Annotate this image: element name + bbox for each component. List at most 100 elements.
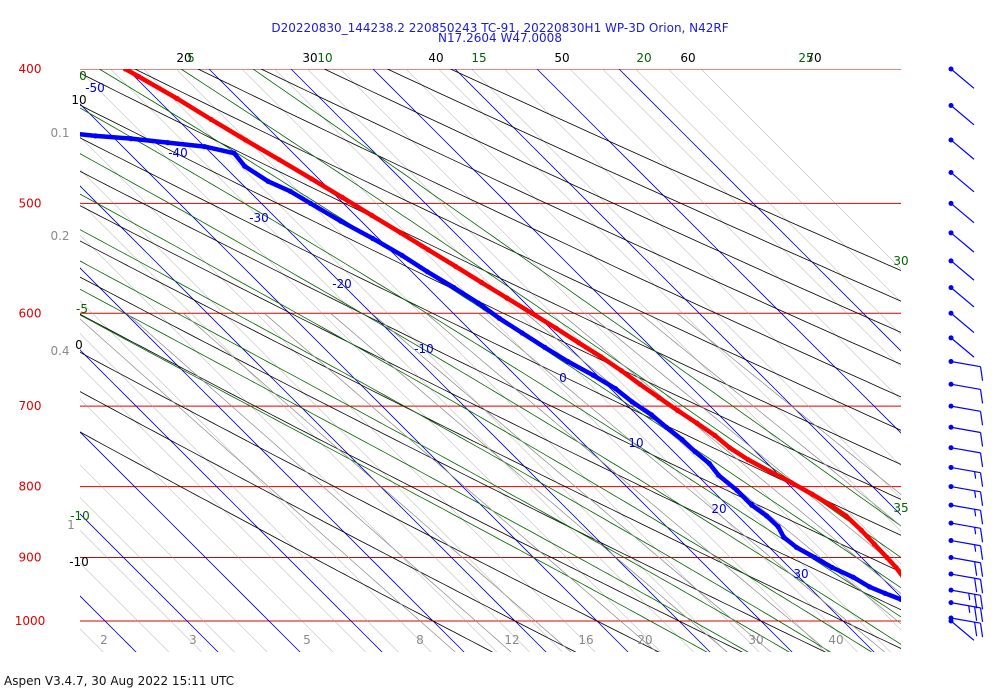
isotherm-label: -20 [332, 277, 352, 291]
mixing-ratio-line [80, 318, 456, 652]
temperature-trace-point [637, 381, 643, 387]
temperature-trace-point [425, 247, 431, 253]
isotherm-minor-line [80, 300, 432, 652]
temperature-trace-point [598, 354, 604, 360]
dry-adiabat-label: 0 [75, 338, 83, 352]
dry-adiabat-line [80, 240, 901, 649]
dewpoint-trace-point [882, 590, 888, 596]
wind-barb [948, 258, 975, 281]
wind-barb [948, 66, 975, 89]
dry-adiabat-line [80, 72, 901, 465]
dry-adiabat-line [386, 69, 901, 302]
temperature-trace-point [789, 480, 795, 486]
dewpoint-trace-point [565, 358, 571, 365]
wind-barb [948, 285, 975, 308]
dewpoint-trace-point [590, 372, 596, 378]
mixing-ratio-label: 20 [637, 633, 652, 647]
dry-adiabat-line [80, 351, 660, 652]
temperature-trace-point [136, 73, 142, 80]
dewpoint-trace-point [27, 125, 32, 130]
temperature-trace-point [745, 457, 751, 463]
temperature-trace-point [908, 594, 913, 599]
dry-adiabat-line [80, 104, 901, 500]
moist-adiabat-line [80, 153, 901, 645]
dewpoint-trace-point [913, 603, 918, 608]
dewpoint-trace-point [308, 200, 314, 206]
isotherm-line [290, 69, 875, 652]
wind-barb [948, 615, 984, 638]
dry-adiabat-line [134, 69, 901, 431]
dewpoint-trace-point [12, 77, 17, 82]
isotherm-minor-line [80, 431, 301, 652]
dewpoint-trace-point [51, 92, 56, 97]
isotherm-minor-line [667, 69, 901, 303]
temperature-trace-point [576, 340, 582, 346]
isotherm-minor-line [438, 69, 901, 532]
dry-adiabat-line [80, 205, 901, 611]
temperature-trace-point [529, 310, 535, 316]
isotherm-line [208, 69, 793, 652]
isotherm-line [536, 69, 901, 434]
moist-adiabat-label: 10 [317, 51, 332, 65]
isotherm-line [80, 513, 219, 652]
temperature-trace-point [712, 432, 718, 439]
moist-adiabat-label: 35 [893, 501, 908, 515]
wind-barb [948, 600, 984, 622]
moist-adiabat-line [252, 69, 901, 527]
dewpoint-trace-point [242, 163, 248, 169]
moist-adiabat-line [80, 229, 832, 652]
temperature-trace-point [871, 541, 877, 547]
mixing-ratio-label: 8 [416, 633, 424, 647]
isotherm-minor-line [405, 69, 901, 565]
dewpoint-trace-point [692, 449, 698, 455]
dewpoint-trace-point [231, 150, 237, 156]
isotherm-label: 20 [711, 502, 726, 516]
dry-adiabat-label: 60 [680, 51, 695, 65]
temperature-trace-point [208, 116, 214, 123]
wind-barb [948, 403, 984, 426]
dewpoint-trace-point [496, 315, 502, 321]
mixing-ratio-line [425, 313, 830, 652]
dewpoint-trace [80, 131, 901, 602]
isotherm-line [80, 349, 383, 652]
isotherm-label: 30 [793, 567, 808, 581]
wind-barb [948, 464, 984, 487]
dewpoint-trace-point [648, 412, 655, 418]
temperature-trace-point [900, 576, 901, 579]
pressure-tick-label: 600 [19, 306, 42, 320]
mixing-ratio-label: 2 [100, 633, 108, 647]
isotherm-line [372, 69, 901, 598]
temperature-trace-point [504, 295, 510, 301]
wind-barb [948, 424, 984, 447]
wind-barb [948, 335, 975, 358]
temperature-trace-point [478, 279, 484, 285]
dewpoint-trace-point [812, 554, 818, 561]
mixing-ratio-line [263, 313, 658, 652]
moist-adiabat-line [98, 69, 901, 589]
isotherm-minor-line [80, 333, 399, 652]
isotherm-minor-line [0, 38, 9, 656]
dewpoint-trace-point [287, 188, 293, 194]
dewpoint-trace-point [781, 534, 787, 540]
mixing-ratio-line [560, 313, 901, 595]
pressure-tick-label: 700 [19, 399, 42, 413]
wind-barb [948, 310, 975, 334]
temperature-trace-point [727, 445, 733, 451]
mixing-ratio-label: 12 [504, 633, 519, 647]
mixing-ratio-label: 3 [189, 633, 197, 647]
mixing-ratio-line [639, 313, 901, 527]
isotherm-line [618, 69, 901, 352]
axis-labels: 4005006007008009001000-50-40-30-20-10010… [15, 51, 909, 647]
wind-barb [948, 445, 984, 467]
moist-adiabat-line [80, 260, 790, 652]
isotherm-minor-line [635, 69, 901, 335]
wind-barb [948, 230, 975, 253]
wind-barb [948, 137, 975, 160]
temperature-trace-point [276, 157, 282, 163]
pressure-tick-label: 400 [19, 62, 42, 76]
pressure-tick-label: 500 [19, 196, 42, 210]
pressure-tick-label: 1000 [15, 614, 46, 628]
wind-barb [948, 103, 975, 126]
isotherm-label: -10 [414, 342, 434, 356]
